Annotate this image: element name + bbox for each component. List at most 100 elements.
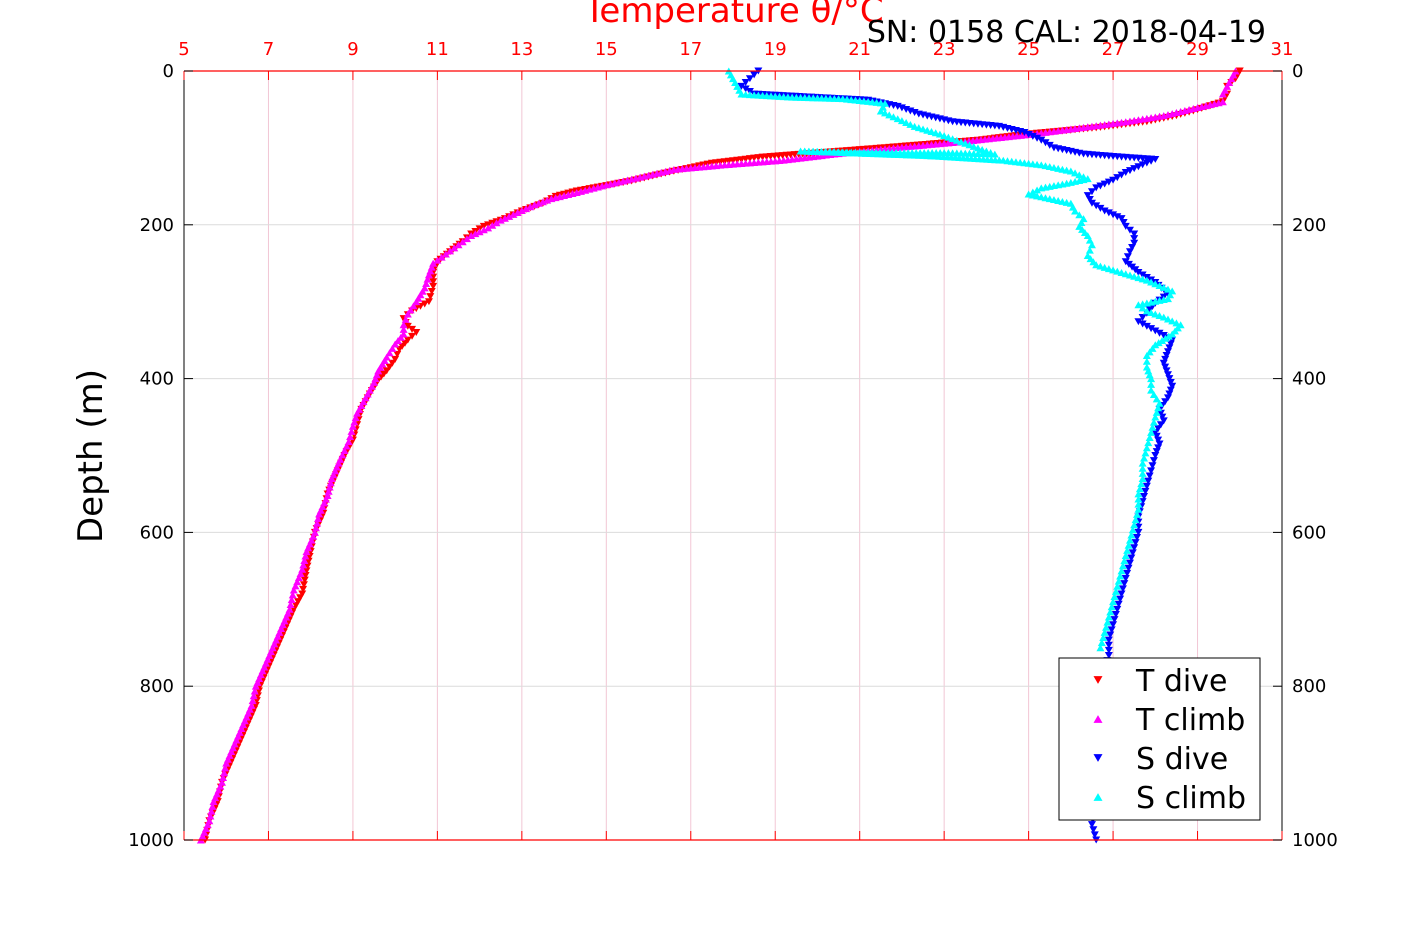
data-point — [1134, 301, 1143, 309]
data-point — [303, 562, 312, 570]
data-point — [248, 697, 257, 705]
data-point — [1149, 391, 1158, 398]
data-point — [1128, 244, 1137, 251]
data-point — [737, 82, 746, 90]
data-point — [1165, 344, 1174, 352]
data-point — [1113, 213, 1122, 221]
data-point — [429, 278, 438, 286]
data-point — [1162, 367, 1171, 375]
data-point — [1127, 554, 1136, 562]
data-point — [1134, 495, 1143, 503]
data-point — [484, 224, 493, 232]
data-point — [1071, 169, 1080, 177]
x-tick-label: 19 — [764, 39, 787, 60]
y-tick-label-left: 400 — [140, 369, 174, 390]
data-point — [1037, 136, 1046, 144]
data-point — [401, 315, 410, 323]
legend-marker — [1093, 793, 1103, 801]
data-point — [1152, 395, 1161, 403]
data-point — [1033, 186, 1042, 194]
data-point — [1133, 510, 1142, 518]
data-point — [902, 119, 911, 127]
x-tick-label: 29 — [1186, 39, 1209, 60]
data-point — [1116, 572, 1125, 580]
x-tick-label: 9 — [347, 39, 358, 60]
data-point — [1147, 375, 1156, 383]
data-point — [399, 321, 408, 329]
legend: T dive T climb S dive S climb — [1058, 657, 1261, 821]
data-point — [1127, 531, 1136, 539]
data-point — [1147, 386, 1156, 394]
data-point — [299, 581, 308, 589]
data-point — [1104, 178, 1113, 186]
data-point — [1121, 551, 1130, 559]
data-point — [1096, 204, 1105, 212]
data-point — [409, 302, 418, 310]
data-point — [1147, 325, 1156, 333]
data-point — [301, 571, 310, 579]
data-point — [222, 759, 231, 767]
data-point — [1020, 129, 1029, 136]
data-point — [353, 409, 362, 417]
data-point — [422, 280, 431, 287]
y-tick-label-left: 1000 — [128, 830, 174, 851]
x-tick-label: 5 — [178, 39, 189, 60]
data-point — [350, 418, 359, 426]
data-point — [1109, 621, 1118, 629]
data-point — [1107, 603, 1116, 611]
data-point — [454, 241, 463, 249]
data-point — [897, 117, 906, 125]
data-point — [509, 210, 518, 218]
data-point — [385, 349, 394, 357]
data-point — [1085, 246, 1094, 254]
x-tick-label: 27 — [1102, 39, 1125, 60]
data-point — [1149, 418, 1158, 426]
data-point — [1156, 421, 1165, 429]
data-point — [299, 561, 308, 569]
data-point — [1152, 432, 1161, 440]
data-point — [314, 515, 323, 523]
chart-title: Temperature θ/°C — [583, 0, 883, 31]
data-point — [1116, 595, 1125, 603]
data-point — [388, 344, 397, 352]
data-point — [1141, 487, 1150, 495]
data-point — [412, 328, 421, 336]
data-point — [1066, 167, 1075, 175]
data-point — [1117, 567, 1126, 575]
data-point — [408, 325, 417, 333]
data-point — [741, 85, 750, 93]
data-point — [399, 325, 408, 333]
y-tick-label-right: 1000 — [1292, 830, 1338, 851]
data-point — [1131, 516, 1140, 524]
data-point — [298, 590, 307, 598]
data-point — [952, 136, 961, 144]
data-point — [1159, 359, 1168, 367]
data-point — [325, 483, 334, 491]
x-tick-label: 17 — [679, 39, 702, 60]
data-point — [973, 144, 982, 152]
data-point — [885, 111, 894, 119]
data-point — [1137, 480, 1146, 488]
data-point — [1118, 585, 1127, 593]
data-point — [296, 594, 305, 602]
data-point — [881, 109, 890, 117]
data-point — [1142, 159, 1151, 167]
data-point — [1140, 454, 1149, 462]
data-point — [1087, 241, 1096, 249]
data-point — [1089, 826, 1098, 834]
legend-label: S climb — [1136, 781, 1246, 816]
data-point — [1166, 340, 1175, 348]
data-point — [458, 238, 467, 246]
data-point — [1218, 90, 1227, 98]
data-point — [1085, 195, 1094, 203]
data-point — [1125, 167, 1134, 175]
data-point — [302, 567, 311, 575]
data-point — [1121, 169, 1130, 176]
data-point — [1161, 363, 1170, 371]
data-point — [1106, 631, 1115, 639]
data-point — [251, 682, 260, 690]
data-point — [1130, 544, 1139, 552]
data-point — [1123, 546, 1132, 554]
data-point — [300, 556, 309, 564]
